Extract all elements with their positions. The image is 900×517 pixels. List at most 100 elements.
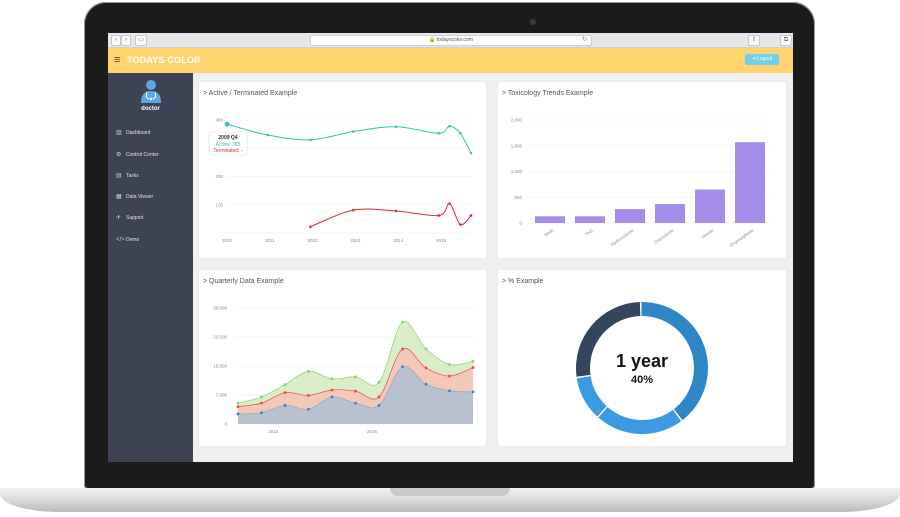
y-tick-label: 2,000 [511,118,523,123]
logout-button[interactable]: ⇥ Logout [745,54,779,65]
y-tick-label: 200 [215,174,223,179]
data-point [354,375,357,379]
bar [575,216,605,223]
data-point [283,391,287,395]
data-point [448,389,451,393]
sidebar-toggle-button[interactable]: ▭ [135,35,147,46]
active-terminated-chart: 4003002001002010201120122013201420152009… [208,118,473,243]
data-point [260,401,263,405]
sidebar-item-support[interactable]: ✈ Support [116,213,144,223]
donut-slice [641,302,708,421]
data-point [448,124,451,128]
screen: ‹ › ▭ 🔒 todayscolor.com ↻ ⇧ ⧉ ≡ TODAYS C… [108,33,793,462]
donut-slice [598,407,682,434]
data-point [401,365,404,369]
data-point [309,138,312,142]
y-tick-label: 1,500 [511,143,523,148]
tooltip-box [208,131,248,156]
data-point [354,389,357,393]
data-point [260,395,263,399]
data-point [424,382,428,386]
data-point [377,395,381,399]
data-point [471,390,475,394]
data-point [377,404,381,407]
data-point [351,130,355,133]
data-point [330,395,334,399]
y-tick-label: 500 [514,195,522,200]
browser-toolbar: ‹ › ▭ 🔒 todayscolor.com ↻ ⇧ ⧉ [108,33,793,48]
data-point [471,366,475,369]
app-header: ≡ TODAYS COLOR ⇥ Logout [108,48,793,73]
y-tick-label: 1,000 [511,169,523,174]
y-tick-label: 22,500 [213,335,227,340]
data-point [351,208,355,212]
y-tick-label: 100 [215,202,223,207]
share-button[interactable]: ⇧ [748,35,760,46]
card-title: > Toxicology Trends Example [502,90,594,97]
bar [535,216,565,223]
x-tick-label: Meth [544,227,555,237]
bar [695,189,725,223]
x-tick-label: 2015 [268,429,279,434]
data-point [260,411,263,415]
data-point [424,366,428,370]
y-tick-label: 0 [519,221,522,226]
card-toxicology: > Toxicology Trends Example 2,000 1,500 1,… [498,82,786,258]
series-area [238,366,473,424]
data-point [266,133,269,137]
sidebar-item-tasks[interactable]: ▤ Tasks [116,171,139,181]
menu-icon[interactable]: ≡ [114,54,121,66]
card-percent: > % Example 1 year 40% [498,270,786,446]
percent-chart: 1 year 40% [576,302,708,434]
data-point [330,377,334,381]
data-point [236,412,240,416]
data-point [309,225,312,229]
sidebar-item-data-viewer[interactable]: ▦ Data Viewer [116,192,153,202]
gears-icon: ⚙ [116,152,122,158]
y-tick-label: 30,000 [213,306,227,311]
x-tick-label: 2013 [350,238,361,243]
bar [655,203,685,223]
reload-icon[interactable]: ↻ [581,37,587,43]
data-point [394,209,398,213]
y-tick-label: 7,500 [216,393,228,398]
url-bar[interactable]: 🔒 todayscolor.com ↻ [310,35,592,46]
data-point [458,131,462,135]
data-point [401,320,404,324]
data-point [236,401,240,405]
x-tick-label: 2010 [222,238,233,243]
tooltip-title: 2009 Q4 [218,135,237,141]
sidebar-item-control-center[interactable]: ⚙ Control Center [116,150,159,160]
data-point [330,388,334,392]
code-icon: </> [116,237,125,243]
sidebar-item-label: Data Viewer [126,194,154,200]
brand-title: TODAYS COLOR [127,55,201,65]
data-point [307,407,310,411]
card-title: > Active / Terminated Example [203,90,298,97]
data-point [236,405,240,408]
sidebar-item-label: Control Center [126,152,159,158]
y-tick-label: 0 [224,422,227,427]
sidebar-item-dashboard[interactable]: ▥ Dashboard [116,128,150,138]
series-line-terminated [310,203,472,228]
back-button[interactable]: ‹ [111,35,121,46]
data-point [354,401,357,405]
data-point [437,131,441,135]
tabs-button[interactable]: ⧉ [780,35,792,46]
sidebar-item-label: Support [126,215,144,221]
data-point [283,383,287,386]
tooltip-active: Active: 385 [216,142,241,148]
url-text: 🔒 todayscolor.com [429,37,473,43]
x-tick-label: 2011 [265,238,275,243]
username: doctor [141,106,160,112]
x-tick-label: THC [584,227,595,237]
card-title: > Quarterly Data Example [203,278,284,285]
x-tick-label: Oxymorphone [729,227,755,248]
tooltip-terminated: Terminated: - [213,148,243,154]
data-point [424,347,428,351]
series-line-active [226,123,472,154]
forward-button[interactable]: › [121,35,131,46]
data-point [448,374,451,378]
sidebar-item-demo[interactable]: </>Demo [116,235,139,245]
data-point [283,404,287,407]
